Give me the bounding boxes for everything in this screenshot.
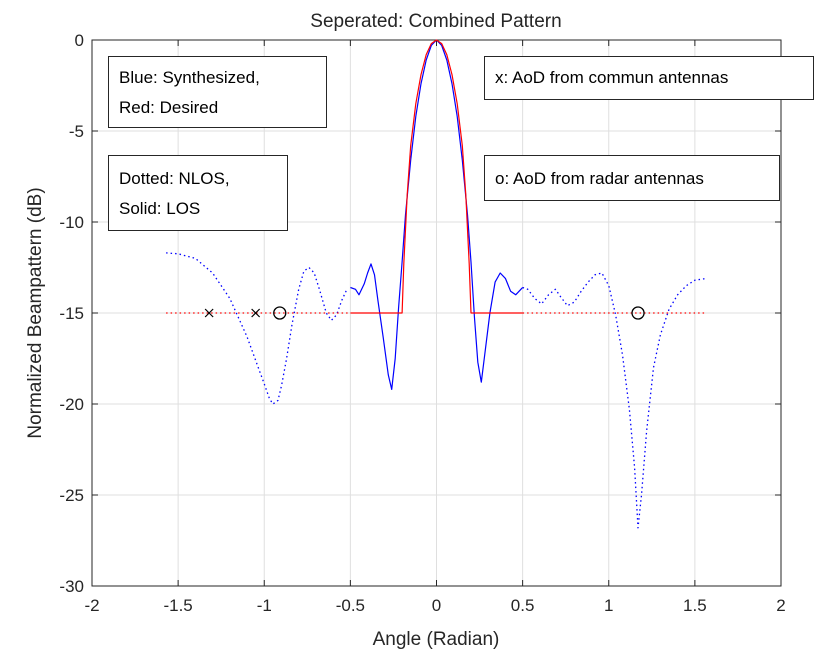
y-tick-label: -30 [59,577,84,596]
axis-ticks: -2 -1.5 -1 -0.5 0 0.5 1 1.5 2 0 -5 -10 -15 -20 -25 -30 [59,31,785,615]
color-note-line-2: Red: Desired [119,98,219,117]
style-note-line-2: Solid: LOS [119,199,201,218]
x-tick-label: 2 [776,596,785,615]
chart-title: Seperated: Combined Pattern [310,11,561,32]
x-marker [204,308,214,318]
x-tick-label: -0.5 [336,596,365,615]
marker-group [204,306,645,320]
x-tick-label: 0 [432,596,441,615]
color-legend-note: Blue: Synthesized, Red: Desired [108,56,327,128]
o-marker-note-text: o: AoD from radar antennas [495,169,704,188]
x-marker-note: x: AoD from commun antennas [484,56,814,100]
o-marker [273,306,287,320]
y-axis-label: Normalized Beampattern (dB) [25,187,46,438]
series-line-synthesized-nlos [166,252,348,405]
x-axis-label: Angle (Radian) [373,629,500,650]
series-line-synthesized-los [350,39,524,390]
y-tick-label: -15 [59,304,84,323]
x-marker-stroke [204,308,214,318]
o-marker [631,306,645,320]
y-tick-label: 0 [75,31,84,50]
x-marker [251,308,261,318]
style-note-line-1: Dotted: NLOS, [119,169,230,188]
y-tick-label: -10 [59,213,84,232]
x-marker-stroke [251,308,261,318]
x-tick-label: 1.5 [683,596,707,615]
x-tick-label: 1 [604,596,613,615]
series-group [166,39,707,529]
x-tick-label: -1.5 [163,596,192,615]
o-marker-note: o: AoD from radar antennas [484,155,780,201]
y-tick-label: -20 [59,395,84,414]
x-marker-note-text: x: AoD from commun antennas [495,68,729,87]
y-tick-label: -5 [69,122,84,141]
y-tick-label: -25 [59,486,84,505]
color-note-line-1: Blue: Synthesized, [119,68,260,87]
x-tick-label: -2 [84,596,99,615]
x-tick-label: 0.5 [511,596,535,615]
x-tick-label: -1 [257,596,272,615]
series-line-desired-los [350,39,523,314]
style-legend-note: Dotted: NLOS, Solid: LOS [108,155,288,231]
series-line-synthesized-nlos [522,272,707,529]
